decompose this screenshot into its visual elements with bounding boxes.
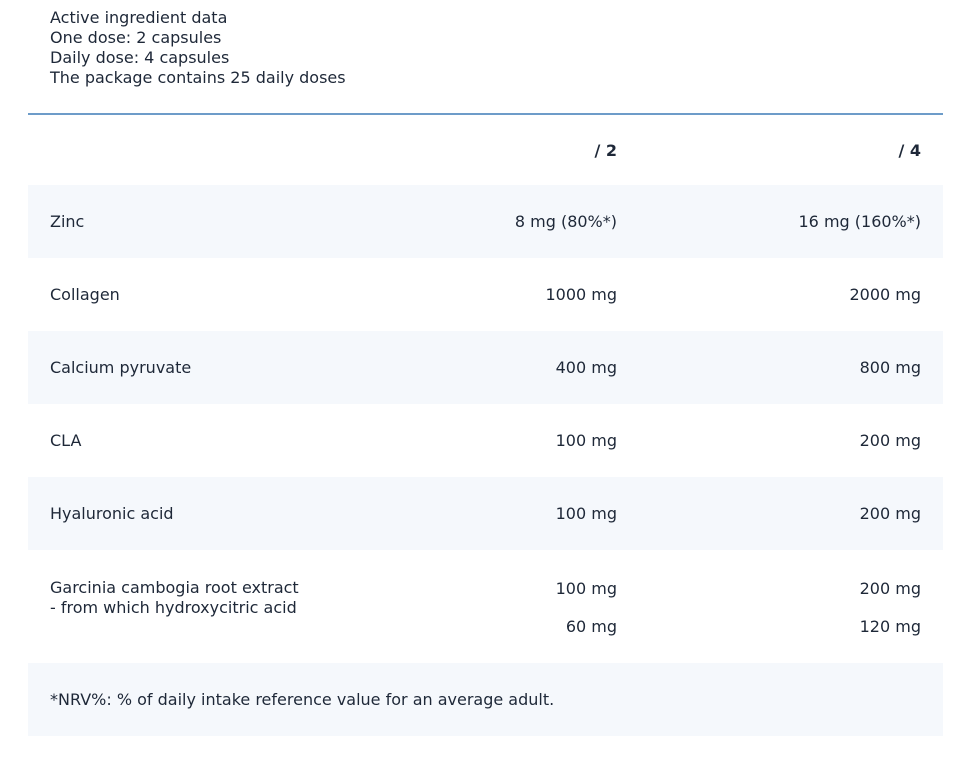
ingredient-name: Hyaluronic acid	[50, 504, 174, 523]
dose-value: 400 mg	[555, 358, 617, 377]
ingredient-name: Zinc	[50, 212, 85, 231]
ingredient-name: Calcium pyruvate	[50, 358, 192, 377]
table-row-garcinia: Garcinia cambogia root extract - from wh…	[28, 550, 943, 663]
dose-value: 100 mg	[555, 579, 617, 598]
daily-value: 200 mg	[859, 431, 921, 450]
table-row: Collagen 1000 mg 2000 mg	[28, 258, 943, 331]
daily-value: 16 mg (160%*)	[798, 212, 922, 231]
garcinia-name: Garcinia cambogia root extract	[50, 578, 299, 597]
sub-daily-value: 120 mg	[859, 617, 921, 636]
dose-value: 8 mg (80%*)	[514, 212, 617, 231]
package-text: The package contains 25 daily doses	[50, 68, 346, 87]
ingredient-name: Garcinia cambogia root extract - from wh…	[50, 578, 310, 618]
footnote: *NRV%: % of daily intake reference value…	[50, 690, 555, 709]
ingredient-name: CLA	[50, 431, 82, 450]
ingredient-table: / 2 / 4 Zinc 8 mg (80%*) 16 mg (160%*) C…	[28, 115, 943, 736]
table-row: CLA 100 mg 200 mg	[28, 404, 943, 477]
dose-value: 100 mg	[555, 431, 617, 450]
ingredient-name: Collagen	[50, 285, 120, 304]
daily-value: 2000 mg	[849, 285, 921, 304]
table-row: Calcium pyruvate 400 mg 800 mg	[28, 331, 943, 404]
hydroxycitric-name: - from which hydroxycitric acid	[50, 598, 297, 617]
divider	[28, 113, 943, 115]
footnote-row: *NRV%: % of daily intake reference value…	[28, 663, 943, 736]
one-dose-text: One dose: 2 capsules	[50, 28, 222, 47]
intro-block: Active ingredient data One dose: 2 capsu…	[50, 8, 346, 88]
table-header: / 2 / 4	[28, 115, 943, 185]
header-daily: / 4	[898, 141, 921, 160]
sub-dose-value: 60 mg	[565, 617, 617, 636]
daily-value: 800 mg	[859, 358, 921, 377]
intro-title: Active ingredient data	[50, 8, 228, 27]
dose-value: 1000 mg	[545, 285, 617, 304]
table-row: Zinc 8 mg (80%*) 16 mg (160%*)	[28, 185, 943, 258]
daily-value: 200 mg	[859, 504, 921, 523]
header-dose: / 2	[594, 141, 617, 160]
table-row: Hyaluronic acid 100 mg 200 mg	[28, 477, 943, 550]
daily-dose-text: Daily dose: 4 capsules	[50, 48, 230, 67]
daily-value: 200 mg	[859, 579, 921, 598]
dose-value: 100 mg	[555, 504, 617, 523]
